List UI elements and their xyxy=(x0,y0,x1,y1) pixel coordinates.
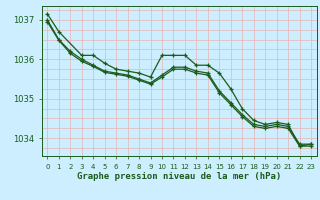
X-axis label: Graphe pression niveau de la mer (hPa): Graphe pression niveau de la mer (hPa) xyxy=(77,172,281,181)
